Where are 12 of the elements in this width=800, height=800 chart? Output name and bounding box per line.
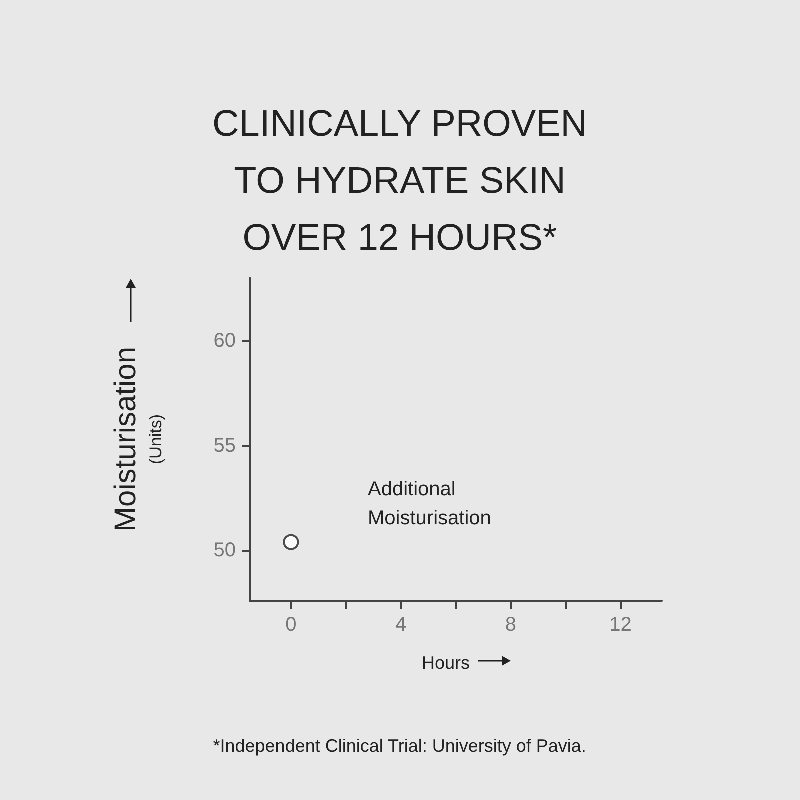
x-tick-label: 8 (505, 614, 516, 636)
annotation: Additional Moisturisation (368, 478, 492, 530)
x-tick-label: 0 (286, 614, 297, 636)
y-tick-label: 60 (214, 330, 236, 352)
text: *Independent Clinical Trial: University of Pavia. (213, 736, 586, 756)
y-axis-title: Moisturisation (Units) (110, 346, 166, 532)
y-tick-label: 50 (214, 540, 236, 562)
y-tick-label: 55 (214, 434, 236, 457)
chart-title: CLINICALLY PROVEN TO HYDRATE SKIN OVER 12 HOURS* (212, 103, 588, 258)
x-tick-label: 12 (610, 614, 632, 636)
x-axis-title: Hours (422, 653, 470, 673)
x-tick-label: 4 (396, 614, 407, 636)
